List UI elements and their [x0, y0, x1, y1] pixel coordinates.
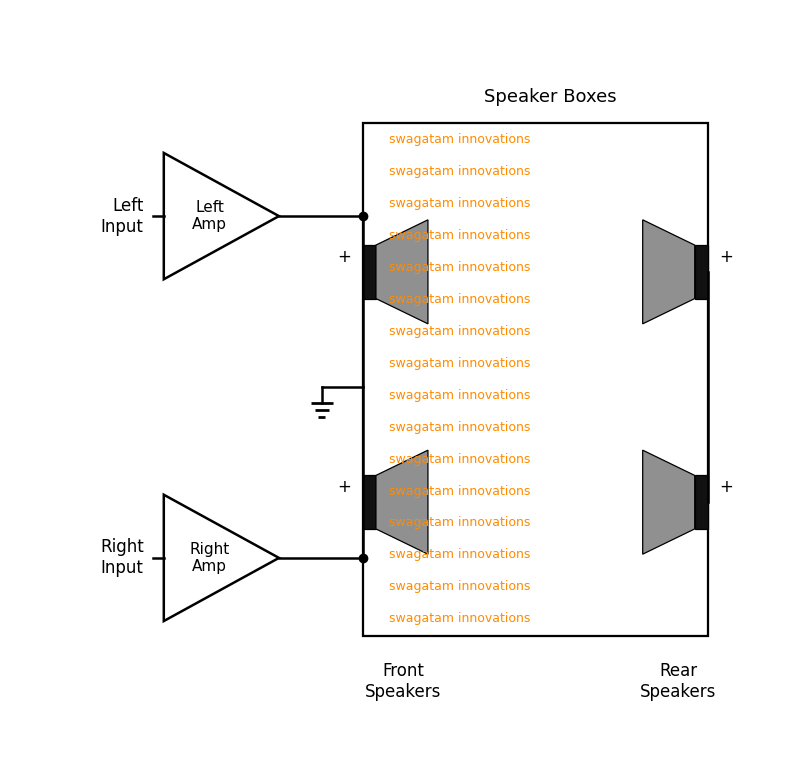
Polygon shape: [376, 450, 428, 554]
Text: +: +: [337, 478, 351, 496]
Text: swagatam innovations: swagatam innovations: [389, 420, 530, 433]
Text: swagatam innovations: swagatam innovations: [389, 197, 530, 210]
Text: swagatam innovations: swagatam innovations: [389, 612, 530, 625]
Polygon shape: [376, 220, 428, 324]
Text: Left
Input: Left Input: [101, 197, 143, 235]
Text: +: +: [720, 478, 733, 496]
Text: Front
Speakers: Front Speakers: [365, 662, 442, 700]
Text: swagatam innovations: swagatam innovations: [389, 549, 530, 561]
Bar: [695, 245, 708, 299]
Text: swagatam innovations: swagatam innovations: [389, 325, 530, 337]
Bar: [363, 475, 376, 529]
Bar: [695, 475, 708, 529]
Text: Speaker Boxes: Speaker Boxes: [484, 88, 616, 106]
Polygon shape: [642, 450, 695, 554]
Text: swagatam innovations: swagatam innovations: [389, 261, 530, 274]
Text: swagatam innovations: swagatam innovations: [389, 580, 530, 594]
Text: swagatam innovations: swagatam innovations: [389, 229, 530, 242]
Bar: [363, 245, 376, 299]
Text: swagatam innovations: swagatam innovations: [389, 133, 530, 146]
Text: swagatam innovations: swagatam innovations: [389, 485, 530, 498]
Bar: [363, 123, 708, 636]
Text: swagatam innovations: swagatam innovations: [389, 453, 530, 466]
Text: swagatam innovations: swagatam innovations: [389, 165, 530, 178]
Text: swagatam innovations: swagatam innovations: [389, 516, 530, 529]
Text: Rear
Speakers: Rear Speakers: [640, 662, 717, 700]
Text: Right
Input: Right Input: [100, 539, 143, 577]
Text: Left
Amp: Left Amp: [192, 200, 227, 232]
Text: swagatam innovations: swagatam innovations: [389, 293, 530, 306]
Text: swagatam innovations: swagatam innovations: [389, 357, 530, 370]
Text: +: +: [720, 248, 733, 266]
Text: +: +: [337, 248, 351, 266]
Text: swagatam innovations: swagatam innovations: [389, 389, 530, 402]
Polygon shape: [642, 220, 695, 324]
Text: Right
Amp: Right Amp: [190, 542, 230, 574]
